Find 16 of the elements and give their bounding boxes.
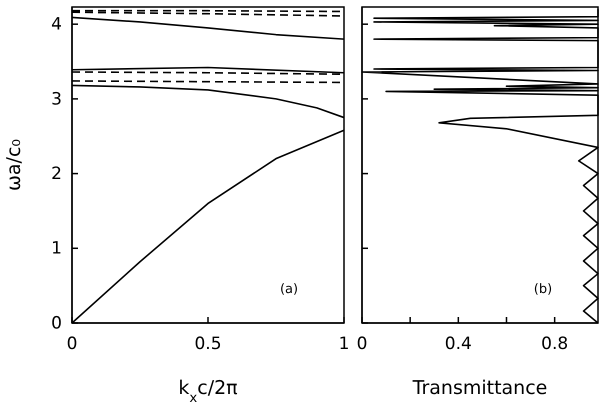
y-tick-label: 3 xyxy=(51,89,62,110)
y-axis-title: ωa/c₀ xyxy=(3,138,25,192)
x-tick-label: 0 xyxy=(66,334,78,354)
y-tick-label: 1 xyxy=(51,238,62,259)
x-axis-title: k$_{x}$c/2π xyxy=(178,377,238,406)
y-tick-label: 2 xyxy=(51,164,62,184)
x-tick-label: 0 xyxy=(356,334,368,354)
y-tick-label: 0 xyxy=(51,313,62,334)
y-tick-label: 4 xyxy=(51,14,62,35)
x-tick-label: 1 xyxy=(338,334,350,354)
x-axis-title: Transmittance xyxy=(412,377,548,399)
x-tick-label: 0.4 xyxy=(444,334,472,354)
annotation: (b) xyxy=(534,282,552,297)
annotation: (a) xyxy=(280,282,298,297)
x-tick-label: 0.8 xyxy=(541,334,568,354)
x-tick-label: 0.5 xyxy=(194,334,222,354)
